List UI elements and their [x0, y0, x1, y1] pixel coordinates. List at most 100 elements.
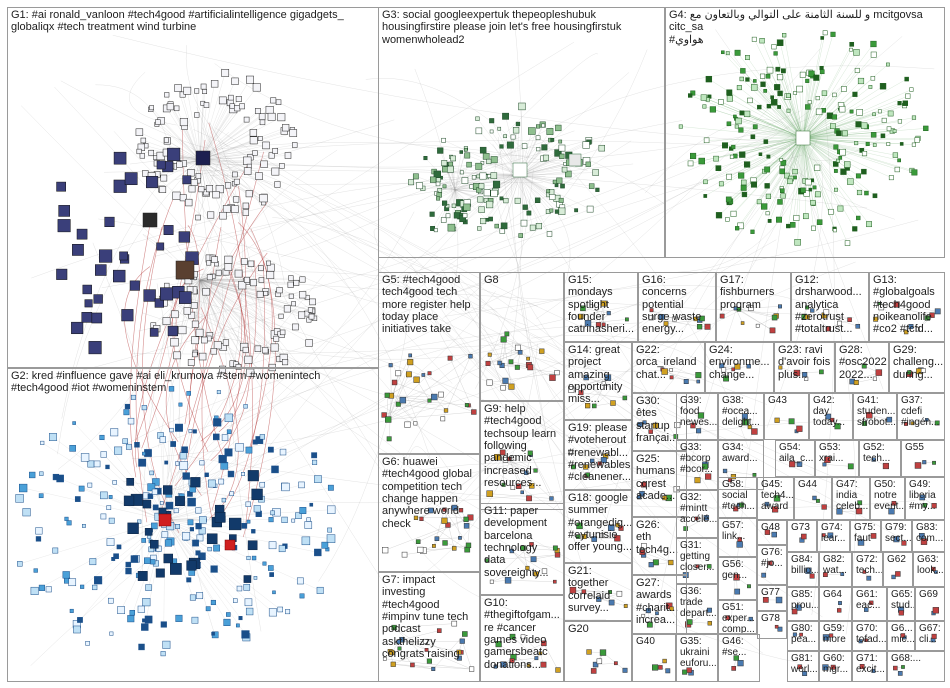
group-label: G6... mic... [891, 623, 915, 646]
node [69, 608, 74, 613]
node [145, 584, 152, 591]
node [462, 213, 468, 218]
edge [511, 550, 537, 574]
edge [199, 100, 274, 161]
group-cell-g73: G73 [787, 520, 817, 552]
node [151, 522, 158, 530]
group-cell-g33: G33: #bcorp #bcor... [676, 440, 718, 490]
group-cell-g16: G16: concerns potential surge waste ener… [638, 272, 716, 342]
group-cell-g21: G21: together correlaid survey... [564, 563, 632, 621]
edge [164, 519, 318, 553]
node [293, 280, 300, 286]
node [598, 144, 605, 152]
edge [802, 137, 848, 244]
node [81, 312, 93, 323]
node [255, 172, 263, 180]
edge [802, 52, 857, 139]
group-cell-g28: G28: #osc2022 2022... [835, 342, 889, 393]
group-cell-g41: G41: studen... sfrobot... [853, 393, 897, 440]
node [243, 116, 250, 123]
node [183, 86, 192, 95]
node [856, 189, 863, 196]
node [160, 174, 168, 182]
node [170, 563, 182, 575]
node [170, 338, 179, 347]
node [436, 177, 441, 183]
node [99, 249, 113, 263]
edge [94, 519, 166, 588]
edge [495, 174, 521, 192]
node [156, 160, 166, 170]
node [187, 519, 194, 526]
node [108, 517, 115, 524]
group-cell-g46: G46: #se... [718, 634, 760, 682]
node [123, 495, 135, 506]
edge [19, 519, 166, 564]
node [526, 210, 532, 216]
group-label: G53: xrai... [819, 442, 844, 465]
node [241, 522, 248, 529]
edge [782, 137, 804, 196]
node [262, 141, 270, 150]
edge [148, 519, 166, 588]
edge [802, 103, 906, 139]
edge [199, 279, 312, 317]
edge [788, 137, 804, 227]
edge [164, 519, 228, 623]
edge [199, 87, 257, 161]
node [477, 196, 484, 203]
edge [508, 458, 532, 486]
node [156, 242, 165, 251]
edge [802, 137, 889, 145]
node [241, 258, 248, 265]
node [144, 557, 151, 564]
edge [438, 179, 456, 191]
group-cell-g67: G67: cli... [915, 621, 945, 651]
edge [451, 189, 456, 228]
edge [199, 279, 313, 303]
group-label: G11: paper development barcelona technol… [484, 505, 549, 579]
edge [164, 462, 315, 521]
node [181, 446, 188, 454]
edge [401, 639, 472, 670]
edge [199, 81, 236, 161]
group-label: G70: tofad... [856, 623, 887, 646]
node [270, 97, 277, 104]
edge [177, 88, 201, 161]
edge [163, 159, 201, 179]
node [266, 271, 275, 279]
node [734, 49, 741, 56]
node [307, 307, 314, 313]
edge [199, 159, 250, 194]
edge [199, 159, 235, 210]
group-cell-g55: G55 [901, 440, 945, 477]
node [226, 429, 232, 435]
edge [202, 127, 268, 347]
edge [512, 636, 537, 659]
node [442, 200, 448, 206]
node [272, 148, 279, 154]
node [549, 208, 554, 213]
edge [598, 164, 785, 549]
node [222, 339, 230, 346]
group-label: G74: lear... [821, 522, 846, 545]
node [235, 623, 240, 628]
group-label: G25: humans cqrest acade... [636, 453, 676, 502]
node [760, 73, 766, 79]
node [69, 445, 76, 452]
edge [119, 322, 642, 448]
node [242, 346, 249, 353]
edge [802, 111, 852, 139]
node [100, 491, 108, 500]
edge [570, 452, 587, 476]
edge [415, 176, 456, 191]
edge [643, 545, 671, 563]
edge [153, 72, 629, 496]
node [125, 561, 132, 568]
group-cell-g32: G32: #mintt accélé... [676, 490, 718, 538]
node [199, 460, 205, 466]
edge [708, 79, 804, 139]
node [49, 433, 57, 441]
edge [162, 439, 166, 521]
node [309, 502, 314, 507]
